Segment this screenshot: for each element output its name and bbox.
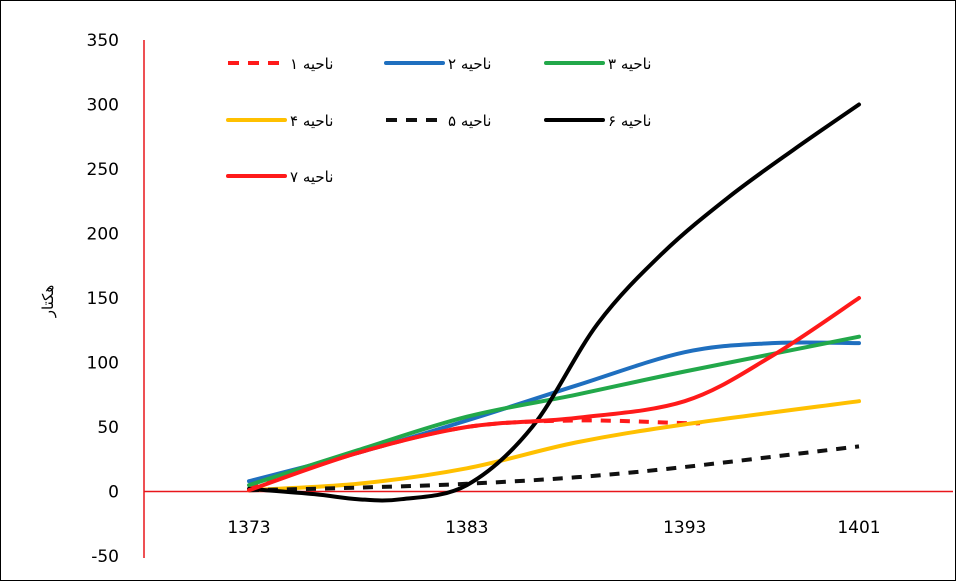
series-line-3: [247, 334, 861, 488]
y-tick-label: 100: [87, 354, 119, 374]
y-tick-label: 300: [87, 96, 119, 116]
y-tick-label: 350: [87, 31, 119, 51]
series-line-6: [247, 102, 861, 503]
y-tick-label: 200: [87, 225, 119, 245]
y-tick-label: 0: [108, 483, 119, 503]
y-tick-label: 150: [87, 289, 119, 309]
x-tick-label: 1383: [445, 518, 488, 538]
y-tick-label: -50: [91, 547, 119, 567]
series-line-5: [248, 444, 860, 493]
legend-label-7: ناحیه ۷: [290, 168, 333, 186]
series-line-7: [247, 296, 861, 493]
x-tick-label: 1373: [227, 518, 270, 538]
legend-label-6: ناحیه ۶: [608, 112, 651, 130]
series-line-4: [247, 399, 861, 493]
y-tick-label: 250: [87, 160, 119, 180]
x-tick-label: 1401: [837, 518, 880, 538]
legend-label-1: ناحیه ۱: [290, 55, 333, 73]
legend-label-3: ناحیه ۳: [608, 55, 651, 73]
y-axis-title: هکتار: [39, 285, 57, 319]
legend-label-5: ناحیه ۵: [448, 112, 491, 130]
legend-label-2: ناحیه ۲: [448, 55, 491, 73]
x-tick-label: 1393: [663, 518, 706, 538]
legend-label-4: ناحیه ۴: [290, 112, 333, 130]
y-tick-label: 50: [97, 418, 119, 438]
